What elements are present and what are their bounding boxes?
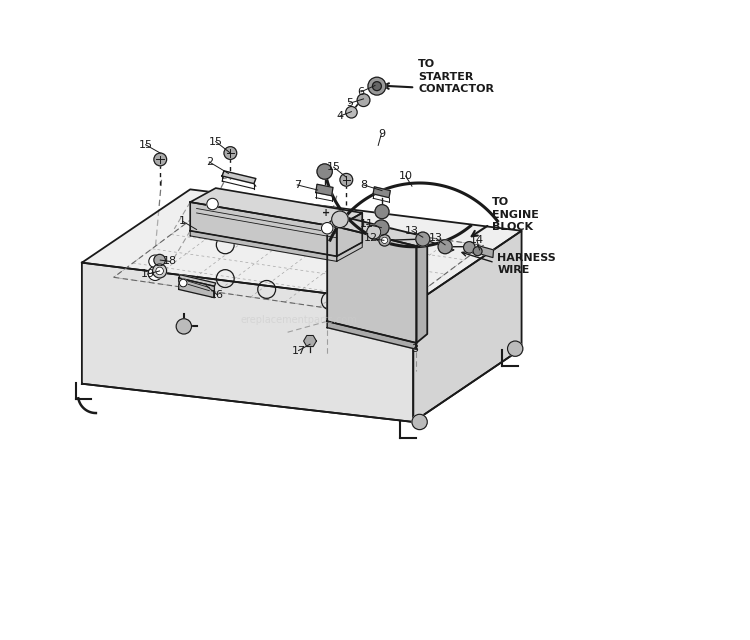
- Text: TO
STARTER
CONTACTOR: TO STARTER CONTACTOR: [419, 59, 494, 94]
- Polygon shape: [373, 187, 390, 198]
- Text: 2: 2: [206, 157, 213, 167]
- Text: 12: 12: [364, 234, 377, 243]
- Text: 10: 10: [398, 171, 412, 181]
- Text: +: +: [322, 208, 330, 218]
- Circle shape: [416, 232, 430, 246]
- Polygon shape: [327, 321, 416, 349]
- Text: 1: 1: [179, 216, 186, 226]
- Polygon shape: [82, 262, 413, 422]
- Circle shape: [156, 267, 164, 275]
- Circle shape: [412, 414, 428, 429]
- Polygon shape: [190, 188, 362, 227]
- Text: 18: 18: [163, 257, 177, 266]
- Polygon shape: [327, 225, 416, 343]
- Polygon shape: [337, 243, 362, 261]
- Text: TO
ENGINE
BLOCK: TO ENGINE BLOCK: [492, 198, 539, 232]
- Polygon shape: [222, 171, 256, 184]
- Text: -: -: [389, 224, 394, 234]
- Polygon shape: [178, 275, 216, 286]
- Circle shape: [438, 240, 452, 253]
- Polygon shape: [337, 213, 362, 256]
- Circle shape: [179, 279, 187, 287]
- Circle shape: [148, 255, 161, 268]
- Circle shape: [154, 153, 166, 166]
- Text: 16: 16: [210, 289, 224, 300]
- Circle shape: [346, 106, 357, 118]
- Text: ereplacementparts.com: ereplacementparts.com: [240, 315, 357, 325]
- Text: 17: 17: [292, 346, 305, 356]
- Polygon shape: [178, 278, 214, 298]
- Circle shape: [379, 235, 390, 246]
- Text: 8: 8: [360, 180, 367, 190]
- Circle shape: [152, 264, 166, 278]
- Polygon shape: [416, 237, 428, 343]
- Circle shape: [367, 225, 381, 239]
- Text: 11: 11: [360, 220, 374, 229]
- Polygon shape: [477, 246, 494, 257]
- Text: 3: 3: [412, 344, 419, 354]
- Text: HARNESS
WIRE: HARNESS WIRE: [497, 253, 556, 275]
- Circle shape: [357, 94, 370, 106]
- Text: 9: 9: [378, 129, 385, 139]
- Polygon shape: [82, 189, 521, 304]
- Circle shape: [368, 77, 386, 95]
- Polygon shape: [413, 231, 521, 422]
- Polygon shape: [327, 216, 427, 246]
- Text: 6: 6: [358, 87, 364, 97]
- Circle shape: [508, 341, 523, 356]
- Polygon shape: [304, 335, 316, 346]
- Circle shape: [332, 211, 348, 228]
- Circle shape: [176, 319, 191, 334]
- Text: 19: 19: [140, 269, 154, 279]
- Circle shape: [374, 220, 389, 236]
- Text: 15: 15: [139, 140, 152, 150]
- Circle shape: [340, 173, 352, 186]
- Circle shape: [322, 223, 333, 234]
- Text: 14: 14: [470, 236, 484, 245]
- Circle shape: [375, 205, 389, 219]
- Circle shape: [381, 237, 388, 244]
- Text: 15: 15: [326, 162, 340, 172]
- Text: 7: 7: [294, 180, 301, 190]
- Text: 4: 4: [337, 111, 344, 121]
- Circle shape: [373, 82, 381, 91]
- Circle shape: [473, 246, 482, 255]
- Polygon shape: [316, 184, 333, 196]
- Text: 5: 5: [346, 99, 353, 108]
- Polygon shape: [190, 202, 337, 256]
- Text: 13: 13: [429, 234, 443, 243]
- Circle shape: [224, 147, 237, 159]
- Text: 15: 15: [209, 136, 223, 147]
- Circle shape: [207, 198, 218, 210]
- Circle shape: [317, 164, 332, 179]
- Polygon shape: [190, 231, 337, 261]
- Circle shape: [464, 242, 475, 253]
- Text: 13: 13: [405, 226, 419, 236]
- Circle shape: [154, 254, 165, 266]
- Circle shape: [148, 266, 162, 280]
